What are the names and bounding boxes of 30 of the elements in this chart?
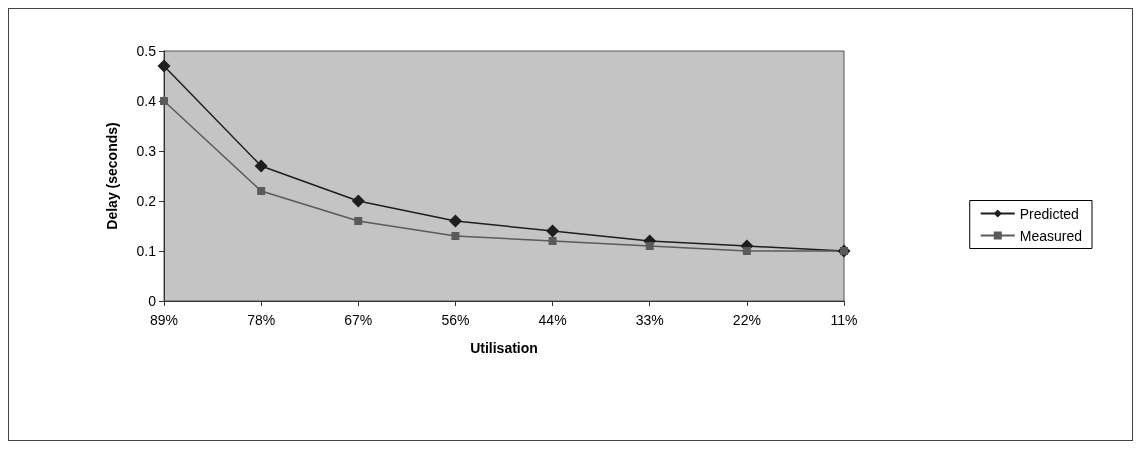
- y-tick-label: 0.1: [136, 243, 157, 259]
- point: [257, 187, 266, 195]
- point: [354, 217, 363, 225]
- x-tick-label: 44%: [538, 312, 567, 328]
- x-axis-title: Utilisation: [470, 340, 538, 356]
- y-tick-label: 0.3: [136, 143, 157, 159]
- point: [448, 214, 462, 228]
- y-tick-label: 0.2: [136, 193, 157, 209]
- x-tick-label: 67%: [344, 312, 373, 328]
- x-tick-label: 56%: [441, 312, 470, 328]
- point: [254, 159, 268, 173]
- y-tick-label: 0: [148, 293, 157, 309]
- legend-label: Predicted: [1019, 205, 1079, 222]
- point: [157, 59, 171, 73]
- x-tick-label: 11%: [830, 312, 858, 328]
- x-tick-label: 22%: [732, 312, 761, 328]
- y-axis-title: Delay (seconds): [104, 122, 120, 230]
- x-tick-label: 33%: [635, 312, 664, 328]
- x-tick-label: 78%: [247, 312, 276, 328]
- point: [546, 224, 560, 238]
- point: [645, 242, 654, 250]
- point: [160, 97, 168, 105]
- point: [742, 247, 751, 255]
- point: [451, 232, 460, 240]
- point: [548, 237, 557, 245]
- y-tick-label: 0.4: [136, 93, 157, 109]
- point: [351, 194, 365, 208]
- legend-label: Measured: [1019, 227, 1083, 244]
- y-tick-label: 0.5: [136, 43, 157, 59]
- x-tick-label: 89%: [149, 312, 179, 328]
